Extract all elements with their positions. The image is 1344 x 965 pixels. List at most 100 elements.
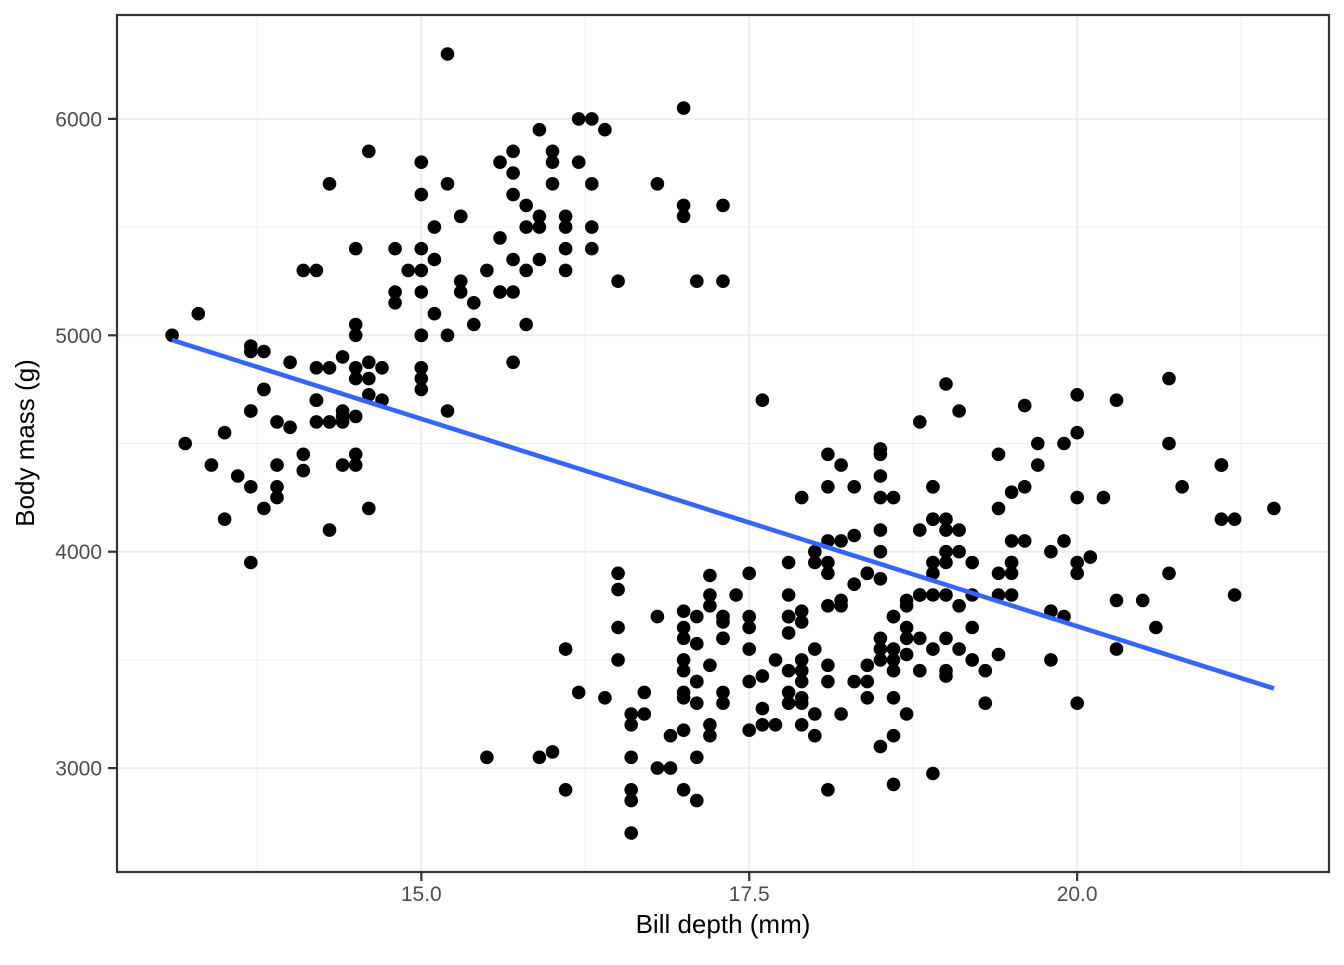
data-point	[952, 404, 966, 418]
data-point	[348, 317, 363, 332]
data-point	[716, 274, 730, 289]
data-point	[1017, 480, 1032, 494]
data-point	[257, 382, 271, 397]
data-point	[847, 480, 861, 494]
data-point	[414, 371, 429, 386]
data-point	[624, 793, 638, 808]
data-point	[309, 415, 324, 429]
data-point	[257, 501, 271, 516]
data-point	[558, 209, 573, 224]
data-point	[1109, 642, 1124, 656]
data-point	[1109, 593, 1124, 608]
data-point	[1031, 458, 1045, 472]
data-point	[690, 793, 704, 808]
data-point	[322, 523, 337, 537]
data-point	[716, 631, 730, 646]
data-point	[611, 582, 625, 597]
data-point	[1109, 393, 1124, 408]
data-point	[178, 436, 192, 451]
data-point	[690, 274, 704, 289]
data-point	[624, 707, 638, 721]
data-point	[676, 209, 691, 224]
data-point	[585, 241, 599, 256]
data-point	[781, 609, 796, 624]
data-point	[808, 728, 822, 743]
data-point	[230, 469, 245, 483]
data-point	[716, 685, 730, 700]
data-point	[703, 718, 717, 732]
data-point	[611, 653, 625, 667]
data-point	[453, 274, 468, 289]
data-point	[991, 501, 1006, 516]
data-point	[847, 674, 861, 689]
data-point	[755, 669, 770, 683]
data-point	[939, 669, 953, 683]
data-point	[965, 653, 979, 667]
data-point	[348, 328, 363, 343]
x-axis-title: Bill depth (mm)	[636, 909, 811, 939]
data-point	[886, 663, 901, 678]
data-point	[506, 187, 520, 202]
data-point	[978, 663, 993, 678]
data-point	[1044, 653, 1058, 667]
data-point	[322, 361, 337, 375]
data-point	[388, 241, 402, 256]
data-point	[663, 728, 678, 743]
data-point	[781, 685, 796, 700]
data-point	[624, 826, 638, 840]
data-point	[1135, 593, 1150, 608]
data-point	[873, 469, 888, 483]
data-point	[978, 696, 993, 710]
data-point	[690, 636, 704, 651]
data-point	[1070, 696, 1084, 710]
data-point	[755, 718, 770, 732]
data-point	[886, 777, 901, 792]
data-point	[440, 47, 455, 61]
data-point	[598, 122, 612, 137]
data-point	[676, 198, 691, 213]
data-point	[873, 544, 888, 559]
data-point	[532, 209, 547, 224]
data-point	[532, 252, 547, 267]
data-point	[1017, 534, 1032, 548]
data-point	[244, 404, 258, 418]
data-point	[676, 604, 691, 618]
data-point	[585, 177, 599, 191]
data-point	[808, 707, 822, 721]
data-point	[821, 566, 835, 581]
data-point	[1004, 588, 1019, 602]
data-point	[414, 241, 429, 256]
data-point	[1149, 620, 1163, 635]
data-point	[742, 642, 756, 656]
data-point	[703, 658, 717, 673]
data-point	[480, 263, 494, 278]
data-point	[860, 566, 875, 581]
data-point	[309, 361, 324, 375]
data-point	[519, 317, 533, 332]
data-point	[834, 593, 848, 608]
data-point	[873, 490, 888, 505]
data-point	[794, 718, 809, 732]
data-point	[1004, 485, 1019, 500]
data-point	[348, 409, 363, 424]
data-point	[414, 328, 429, 343]
data-point	[965, 620, 979, 635]
data-point	[204, 458, 219, 472]
data-point	[414, 285, 429, 299]
data-point	[558, 642, 573, 656]
data-point	[821, 658, 835, 673]
data-point	[794, 653, 809, 667]
data-point	[834, 707, 848, 721]
data-point	[926, 588, 940, 602]
data-point	[913, 663, 927, 678]
data-point	[414, 263, 429, 278]
data-point	[611, 274, 625, 289]
data-point	[768, 653, 783, 667]
data-point	[794, 615, 809, 629]
data-point	[781, 626, 796, 640]
data-point	[427, 306, 442, 321]
data-point	[690, 750, 704, 765]
data-point	[821, 599, 835, 613]
data-point	[506, 355, 520, 370]
